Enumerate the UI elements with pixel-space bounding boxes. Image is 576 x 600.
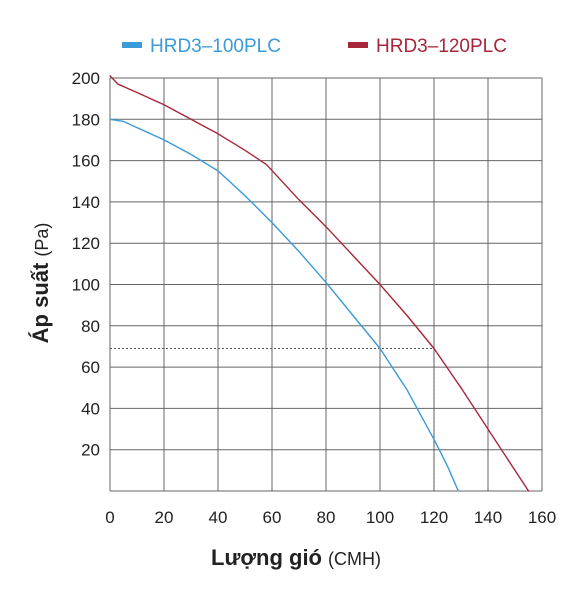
x-tick-label: 80 xyxy=(317,508,336,527)
x-tick-label: 140 xyxy=(474,508,502,527)
x-tick-label: 60 xyxy=(263,508,282,527)
x-tick-label: 40 xyxy=(209,508,228,527)
series-line-2 xyxy=(109,75,530,492)
series-line-1 xyxy=(109,118,459,492)
x-axis-unit: (CMH) xyxy=(328,549,381,569)
x-tick-label: 160 xyxy=(528,508,556,527)
y-tick-label: 100 xyxy=(72,276,100,295)
legend-swatch-2 xyxy=(348,42,368,48)
legend-swatch-1 xyxy=(122,42,142,48)
y-tick-label: 200 xyxy=(72,69,100,88)
y-tick-label: 40 xyxy=(81,399,100,418)
y-tick-label: 120 xyxy=(72,234,100,253)
y-tick-label: 20 xyxy=(81,441,100,460)
y-tick-label: 60 xyxy=(81,358,100,377)
x-axis-title: Lượng gió (CMH) xyxy=(211,545,381,570)
series-lines xyxy=(109,75,530,492)
tick-labels: 0 20 40 60 80 100 120 140 160 20 40 60 80 100 120 140 16… xyxy=(72,69,557,527)
x-tick-label: 100 xyxy=(366,508,394,527)
y-axis-title: Áp suất (Pa) xyxy=(28,223,53,344)
y-axis-label: Áp suất xyxy=(28,262,53,343)
x-tick-label: 120 xyxy=(420,508,448,527)
grid xyxy=(109,77,543,492)
y-tick-label: 180 xyxy=(72,110,100,129)
y-tick-label: 80 xyxy=(81,317,100,336)
legend: HRD3–100PLC HRD3–120PLC xyxy=(122,36,507,57)
legend-label-2: HRD3–120PLC xyxy=(376,36,507,57)
legend-label-1: HRD3–100PLC xyxy=(150,36,281,57)
x-axis-label: Lượng gió xyxy=(211,545,322,570)
x-tick-label: 0 xyxy=(105,508,114,527)
y-tick-label: 140 xyxy=(72,193,100,212)
x-tick-label: 20 xyxy=(155,508,174,527)
y-axis-unit: (Pa) xyxy=(32,223,52,257)
y-tick-label: 160 xyxy=(72,152,100,171)
